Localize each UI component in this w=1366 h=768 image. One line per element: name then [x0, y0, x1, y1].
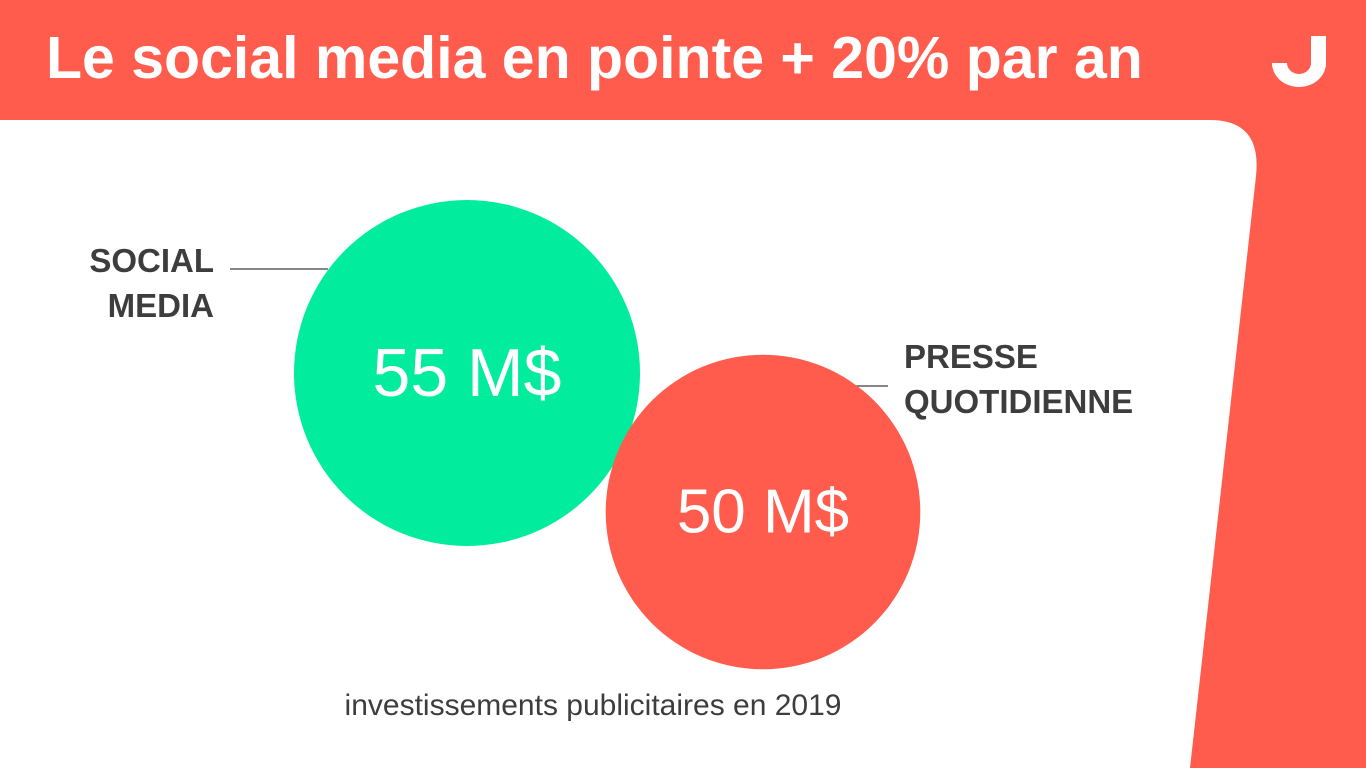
category-label-social-media: SOCIAL MEDIA — [89, 238, 214, 328]
category-label-line: MEDIA — [107, 287, 214, 324]
bubble-value-social-media: 55 M$ — [373, 335, 562, 411]
bubble-value-presse-quotidienne: 50 M$ — [677, 478, 849, 547]
category-label-presse-quotidienne: PRESSE QUOTIDIENNE — [904, 334, 1133, 424]
category-label-line: SOCIAL — [89, 242, 214, 279]
brand-logo-icon — [1272, 36, 1326, 88]
category-label-line: PRESSE — [904, 338, 1038, 375]
bubble-presse-quotidienne — [605, 354, 921, 670]
page-title: Le social media en pointe + 20% par an — [46, 25, 1143, 91]
category-label-line: QUOTIDIENNE — [904, 383, 1134, 420]
bubble-social-media — [294, 200, 640, 546]
bubble-chart: 55 M$ 50 M$ — [230, 200, 921, 670]
chart-caption: investissements publicitaires en 2019 — [344, 689, 842, 722]
